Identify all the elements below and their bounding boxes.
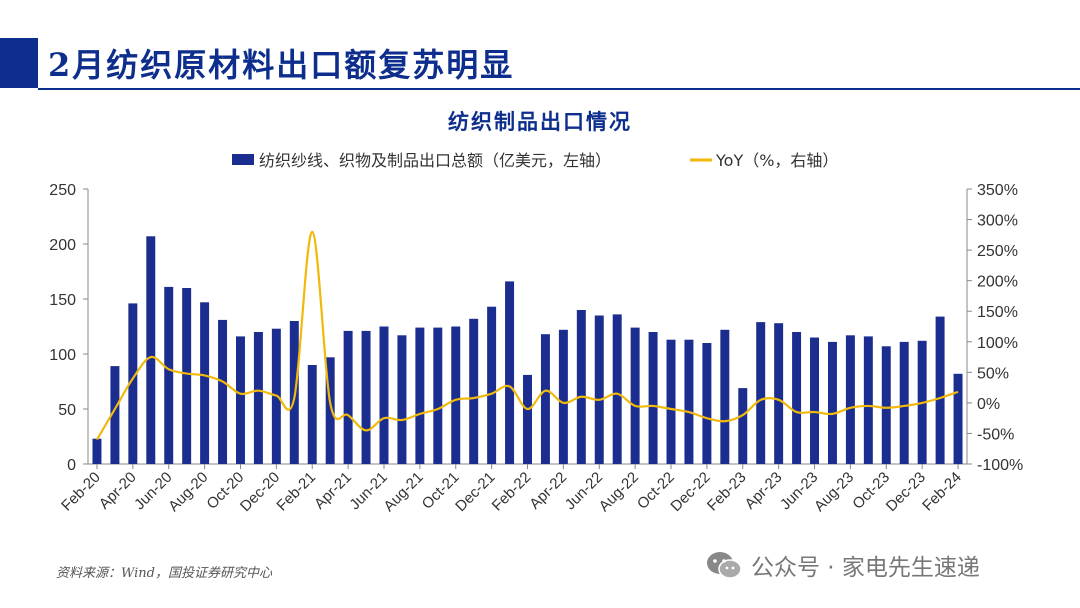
right-axis-tick-label: 300% — [977, 213, 1018, 230]
x-axis-tick-label: Feb-22 — [489, 469, 535, 515]
x-axis-tick-label: Dec-21 — [452, 469, 498, 515]
x-axis-tick-label: Feb-21 — [273, 469, 319, 515]
bar-Jun-21 — [379, 326, 389, 464]
bar-Apr-21 — [343, 330, 353, 464]
bar-May-23 — [792, 332, 802, 464]
watermark: 公众号 · 家电先生速递 — [705, 548, 980, 582]
bar-Feb-23 — [738, 388, 748, 464]
bar-Aug-22 — [630, 327, 640, 464]
bar-Jul-21 — [397, 335, 407, 464]
bar-Apr-22 — [558, 329, 568, 464]
x-axis-tick-label: Feb-24 — [919, 469, 965, 515]
x-axis-tick-label: Feb-20 — [58, 469, 104, 515]
bar-Mar-22 — [540, 334, 550, 464]
legend-swatch-bar — [232, 154, 254, 165]
bar-Oct-22 — [666, 339, 676, 464]
bar-Aug-23 — [845, 335, 855, 464]
left-axis-tick-label: 150 — [49, 292, 76, 309]
right-axis-tick-label: 100% — [977, 335, 1018, 352]
right-axis-tick-label: -50% — [977, 426, 1014, 443]
bar-Sep-20 — [218, 319, 228, 464]
bar-Nov-23 — [899, 341, 909, 464]
bar-Oct-23 — [881, 346, 891, 464]
left-axis-tick-label: 50 — [58, 402, 76, 419]
x-axis-tick-label: Apr-22 — [526, 469, 570, 513]
right-axis-tick-label: 200% — [977, 274, 1018, 291]
bar-Apr-20 — [128, 303, 138, 464]
left-axis-tick-label: 250 — [49, 182, 76, 199]
x-axis-tick-label: Aug-23 — [811, 469, 857, 515]
bar-Mar-20 — [110, 366, 120, 464]
x-axis-tick-label: Aug-22 — [596, 469, 642, 515]
bar-Feb-21 — [307, 365, 317, 464]
x-axis-tick-label: Aug-20 — [165, 469, 211, 515]
left-axis-tick-label: 0 — [67, 457, 76, 474]
x-axis-tick-label: Dec-22 — [668, 469, 714, 515]
x-axis-tick-label: Aug-21 — [380, 469, 426, 515]
yoy-line — [96, 230, 959, 441]
bar-Nov-20 — [253, 332, 263, 464]
right-axis-tick-label: 0% — [977, 396, 1000, 413]
bar-Sep-23 — [863, 336, 873, 464]
bar-Jan-22 — [505, 281, 515, 464]
bar-Oct-21 — [451, 326, 461, 464]
left-axis-tick-label: 100 — [49, 347, 76, 364]
bar-May-21 — [361, 330, 371, 464]
bar-Jun-20 — [164, 286, 174, 464]
bar-Apr-23 — [774, 323, 784, 464]
bar-Dec-22 — [702, 343, 712, 464]
bar-Nov-21 — [469, 318, 479, 464]
bar-Sep-22 — [648, 332, 658, 464]
legend-label-line: YoY（%，右轴） — [715, 151, 838, 170]
bar-Feb-20 — [92, 438, 102, 464]
bar-Mar-23 — [756, 322, 766, 464]
bar-Feb-24 — [953, 373, 963, 464]
x-axis-tick-label: Apr-21 — [311, 469, 355, 513]
bar-Mar-21 — [325, 357, 335, 464]
x-axis-tick-label: Dec-23 — [883, 469, 929, 515]
wechat-icon — [707, 552, 742, 579]
bar-Dec-21 — [487, 306, 497, 464]
bar-Jul-22 — [612, 314, 622, 464]
bar-Jan-23 — [720, 329, 730, 464]
bar-Jun-23 — [810, 337, 820, 464]
bar-May-22 — [576, 310, 586, 464]
bar-Jul-23 — [827, 341, 837, 464]
bar-Nov-22 — [684, 339, 694, 464]
bar-Aug-20 — [200, 302, 210, 464]
page-title: 2月纺织原材料出口额复苏明显 — [48, 46, 515, 84]
source-note: 资料来源：Wind，国投证券研究中心 — [56, 566, 272, 581]
x-axis-tick-label: Dec-20 — [237, 469, 283, 515]
title-accent-bar — [0, 38, 38, 88]
right-axis-tick-label: -100% — [977, 457, 1023, 474]
bar-Oct-20 — [235, 336, 245, 464]
bar-Jul-20 — [182, 288, 192, 464]
bar-Sep-21 — [433, 327, 443, 464]
bar-Feb-22 — [523, 374, 532, 464]
right-axis-tick-label: 350% — [977, 182, 1018, 199]
x-axis-tick-label: Feb-23 — [704, 469, 750, 515]
right-axis-tick-label: 150% — [977, 304, 1018, 321]
x-axis-tick-label: Apr-23 — [742, 469, 786, 513]
chart-title: 纺织制品出口情况 — [448, 109, 632, 134]
legend-label-bar: 纺织纱线、织物及制品出口总额（亿美元，左轴） — [259, 151, 611, 170]
watermark-text: 公众号 · 家电先生速递 — [751, 555, 980, 581]
bar-Jan-24 — [935, 316, 945, 464]
left-axis-tick-label: 200 — [49, 237, 76, 254]
x-axis-tick-label: Apr-20 — [96, 469, 140, 513]
right-axis-tick-label: 50% — [977, 365, 1009, 382]
bar-Aug-21 — [415, 327, 425, 464]
bar-Jun-22 — [594, 315, 604, 464]
title-divider — [38, 88, 1080, 90]
bar-May-20 — [146, 236, 156, 464]
right-axis-tick-label: 250% — [977, 243, 1018, 260]
